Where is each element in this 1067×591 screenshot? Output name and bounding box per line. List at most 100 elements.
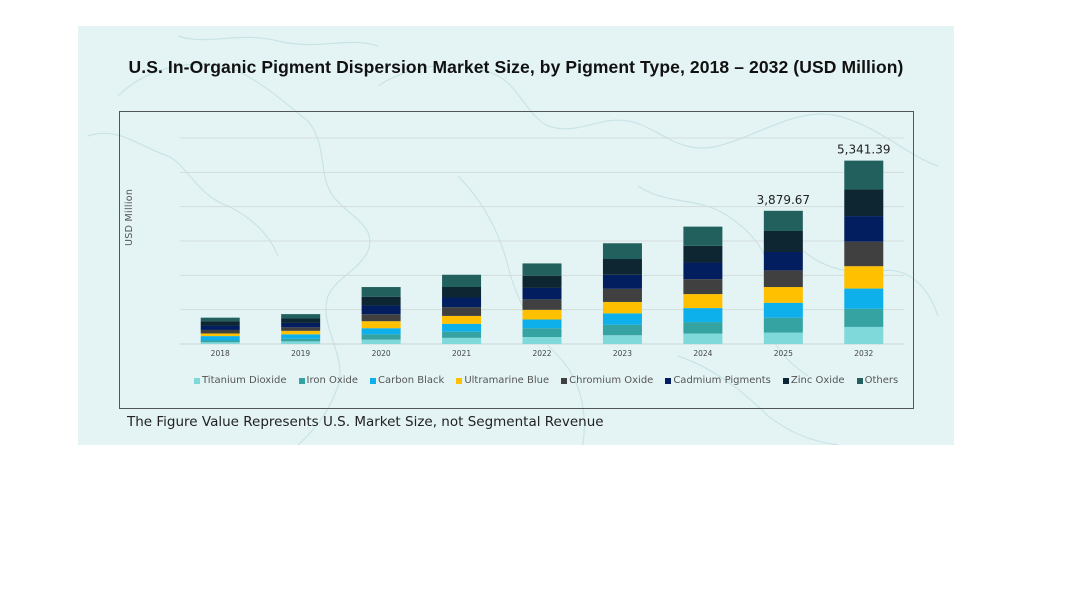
legend-item-ultramarine-blue: Ultramarine Blue [456,375,549,386]
bar-stack-2032 [844,160,884,344]
bar-segment-zinc-oxide-2019 [281,318,321,323]
bar-segment-carbon-black-2032 [844,288,884,309]
legend-swatch-icon [456,377,463,384]
legend-item-titanium-dioxide: Titanium Dioxide [194,375,287,386]
bar-segment-ultramarine-blue-2020 [361,321,401,329]
footnote: The Figure Value Represents U.S. Market … [127,414,604,430]
y-axis-label: USD Million [124,188,135,246]
bar-segment-cadmium-pigments-2018 [200,325,240,330]
bar-segment-iron-oxide-2032 [844,308,884,327]
legend-swatch-icon [370,377,377,384]
bar-segment-cadmium-pigments-2032 [844,216,884,242]
bar-segment-zinc-oxide-2024 [683,245,723,263]
bar-stack-2018 [200,317,240,344]
bar-segment-cadmium-pigments-2022 [522,287,562,300]
legend-label: Others [864,375,899,386]
bar-segment-zinc-oxide-2021 [442,287,482,298]
bar-segment-titanium-dioxide-2019 [281,341,321,344]
legend-swatch-icon [856,377,863,384]
bar-stack-2025 [763,210,803,344]
legend-label: Zinc Oxide [790,375,845,386]
bar-stack-2021 [442,274,482,344]
legend-label: Iron Oxide [306,375,359,386]
legend-swatch-icon [298,377,305,384]
data-label-2032: 5,341.39 [837,143,890,157]
bar-segment-zinc-oxide-2022 [522,275,562,288]
bar-segment-titanium-dioxide-2025 [763,332,803,344]
bar-stack-2024 [683,226,723,344]
plot-frame [119,111,914,409]
legend-label: Ultramarine Blue [464,375,550,386]
bar-segment-chromium-oxide-2024 [683,279,723,295]
bar-segment-cadmium-pigments-2021 [442,297,482,308]
x-tick-label: 2022 [532,349,551,358]
bar-stack-2022 [522,263,562,344]
bar-segment-others-2019 [281,314,321,319]
bar-segment-titanium-dioxide-2032 [844,326,884,344]
bar-segment-cadmium-pigments-2023 [602,274,642,289]
bar-segment-carbon-black-2021 [442,323,482,332]
bar-segment-titanium-dioxide-2023 [602,335,642,344]
legend-swatch-icon [665,377,672,384]
stacked-bar-chart: 2018 2019 2020 2021 2022 2023 2024 2025 3,879.67… [180,137,904,358]
bar-segment-iron-oxide-2024 [683,322,723,334]
bar-segment-ultramarine-blue-2019 [281,330,321,335]
x-tick-label: 2021 [452,349,471,358]
bar-segment-carbon-black-2024 [683,308,723,323]
bar-segment-others-2021 [442,274,482,288]
legend-item-chromium-oxide: Chromium Oxide [561,375,653,386]
bar-segment-others-2024 [683,226,723,246]
x-tick-label: 2020 [372,349,391,358]
x-tick-label: 2025 [774,349,793,358]
chart-title: U.S. In-Organic Pigment Dispersion Marke… [128,57,904,77]
bar-segment-titanium-dioxide-2024 [683,333,723,344]
brand-logo-fragment [830,0,1010,2]
legend-label: Chromium Oxide [569,375,654,386]
bar-segment-zinc-oxide-2032 [844,189,884,217]
legend-swatch-icon [194,377,200,384]
bar-segment-cadmium-pigments-2020 [361,305,401,315]
legend-item-iron-oxide: Iron Oxide [298,375,359,386]
bar-segment-iron-oxide-2018 [200,340,240,343]
bar-segment-zinc-oxide-2020 [361,296,401,306]
bar-segment-zinc-oxide-2018 [200,321,240,326]
bar-segment-titanium-dioxide-2020 [361,339,401,344]
bar-segment-iron-oxide-2023 [602,324,642,336]
bar-segment-others-2022 [522,263,562,276]
bar-segment-others-2023 [602,243,642,260]
legend-swatch-icon [782,377,789,384]
bar-segment-carbon-black-2022 [522,319,562,329]
x-tick-label: 2023 [613,349,632,358]
bar-stack-2019 [281,314,321,344]
bar-segment-chromium-oxide-2021 [442,307,482,316]
legend: Titanium Dioxide Iron Oxide Carbon Black Ul… [194,375,914,386]
legend-label: Titanium Dioxide [202,375,287,386]
legend-item-carbon-black: Carbon Black [370,375,444,386]
bar-segment-others-2032 [844,160,884,190]
bar-segment-others-2018 [200,317,240,322]
bar-segment-chromium-oxide-2019 [281,327,321,331]
bar-segment-ultramarine-blue-2018 [200,333,240,337]
bar-segment-chromium-oxide-2022 [522,299,562,310]
bar-segment-iron-oxide-2022 [522,328,562,337]
legend-item-cadmium-pigments: Cadmium Pigments [665,375,771,386]
bar-segment-carbon-black-2025 [763,302,803,318]
legend-label: Carbon Black [378,375,445,386]
bar-segment-iron-oxide-2019 [281,338,321,342]
bar-segment-cadmium-pigments-2019 [281,322,321,328]
bar-segment-iron-oxide-2025 [763,317,803,333]
bar-segment-iron-oxide-2020 [361,334,401,340]
bar-stack-2020 [361,287,401,344]
bar-segment-chromium-oxide-2018 [200,329,240,334]
x-tick-label: 2024 [693,349,712,358]
bar-segment-carbon-black-2018 [200,336,240,341]
bar-segment-titanium-dioxide-2022 [522,336,562,344]
data-label-2025: 3,879.67 [757,193,810,207]
bar-segment-ultramarine-blue-2024 [683,294,723,309]
legend-swatch-icon [561,377,568,384]
bar-segment-chromium-oxide-2025 [763,270,803,288]
bar-segment-ultramarine-blue-2025 [763,287,803,303]
bar-segment-ultramarine-blue-2022 [522,309,562,320]
bar-segment-carbon-black-2020 [361,328,401,335]
bar-segment-ultramarine-blue-2023 [602,301,642,314]
